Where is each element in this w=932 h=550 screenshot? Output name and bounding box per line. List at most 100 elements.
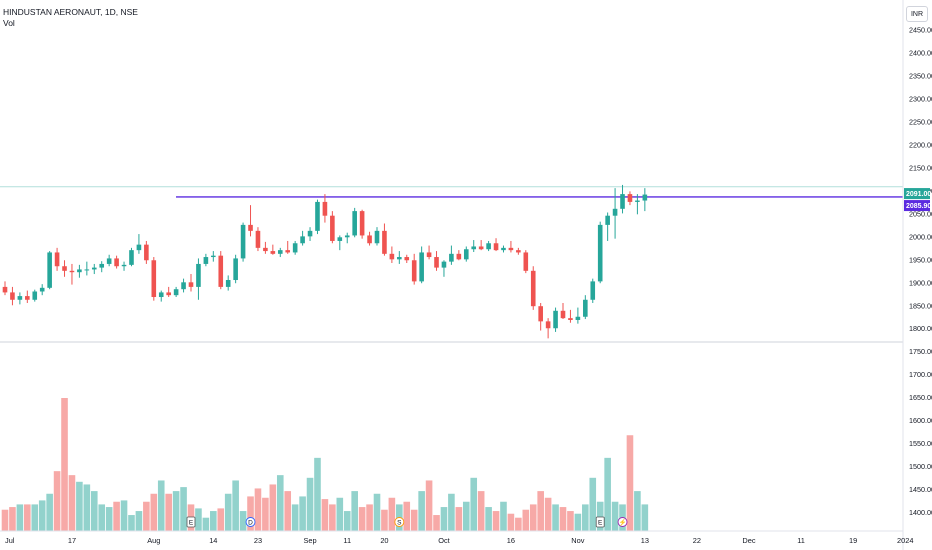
currency-button[interactable]: INR — [906, 6, 928, 22]
volume-bar — [157, 480, 165, 531]
candle-body — [575, 316, 581, 320]
split-marker[interactable]: S — [394, 517, 405, 527]
candle-body — [449, 253, 454, 262]
candle — [136, 234, 142, 254]
volume-bar — [462, 501, 470, 531]
candle — [590, 278, 596, 303]
volume-bar — [224, 493, 232, 531]
volume-bar — [247, 496, 254, 531]
candle-body — [359, 211, 365, 236]
candle — [292, 240, 298, 255]
dividend-marker[interactable]: D — [245, 517, 256, 527]
candle — [330, 211, 335, 244]
earnings-marker[interactable]: E — [186, 516, 196, 528]
earnings-marker[interactable]: E — [595, 516, 605, 528]
candle-body — [523, 252, 529, 271]
price-tick-label: 2300.00 — [909, 95, 932, 104]
candle — [99, 261, 105, 273]
price-tick-label: 1800.00 — [909, 324, 932, 333]
candle — [553, 307, 558, 332]
candle-body — [173, 289, 179, 296]
candle-body — [292, 243, 298, 253]
candle — [47, 251, 52, 290]
candle-body — [54, 252, 60, 267]
candle-body — [434, 257, 439, 268]
candle — [263, 241, 268, 254]
candle — [411, 253, 417, 285]
candle-body — [225, 280, 231, 287]
candle — [389, 246, 395, 264]
candle-body — [39, 287, 45, 292]
candle-body — [612, 208, 618, 216]
candle — [144, 240, 149, 264]
volume-bar — [232, 480, 239, 531]
candle — [10, 286, 15, 306]
candle-body — [501, 247, 506, 251]
candle — [642, 188, 648, 212]
candle — [39, 284, 45, 296]
volume-bar — [485, 507, 492, 531]
candle-body — [538, 306, 543, 322]
volume-bar — [492, 511, 500, 531]
candle — [248, 205, 253, 237]
candle-body — [25, 296, 30, 300]
candle — [255, 227, 261, 252]
price-tick-label: 1550.00 — [909, 439, 932, 448]
candle-body — [486, 243, 491, 250]
time-tick-label: Oct — [438, 536, 450, 545]
time-tick-label: 14 — [209, 536, 217, 545]
volume-bar — [403, 501, 411, 531]
line-price-label: 2085.90 — [904, 200, 931, 212]
volume-bar — [544, 497, 552, 531]
candle-body — [277, 250, 283, 254]
candle-body — [330, 215, 335, 241]
candle-body — [441, 261, 447, 268]
volume-bar — [306, 477, 314, 531]
candle-body — [397, 257, 402, 260]
candle — [545, 318, 551, 339]
price-tick-label: 2450.00 — [909, 26, 932, 35]
candle-body — [77, 269, 82, 273]
volume-bar — [135, 511, 143, 531]
candle-body — [62, 266, 67, 271]
volume-indicator-label[interactable]: Vol — [3, 18, 15, 28]
candle-body — [404, 257, 410, 261]
volume-bar — [500, 501, 507, 531]
candle-body — [382, 230, 387, 254]
candle-body — [129, 250, 134, 265]
volume-bar — [143, 501, 150, 531]
candle — [69, 263, 75, 285]
price-tick-label: 2250.00 — [909, 118, 932, 127]
candle — [456, 250, 462, 261]
candle-body — [181, 282, 186, 290]
volume-bar — [470, 477, 478, 531]
candle-body — [263, 247, 268, 252]
price-tick-label: 2200.00 — [909, 140, 932, 149]
volume-bar — [329, 504, 336, 531]
time-tick-label: 19 — [849, 536, 857, 545]
symbol-title[interactable]: HINDUSTAN AERONAUT, 1D, NSE — [3, 7, 138, 17]
price-tick-label: 1850.00 — [909, 301, 932, 310]
candle — [344, 232, 350, 244]
candle — [404, 254, 410, 264]
time-tick-label: 20 — [380, 536, 388, 545]
candle — [166, 286, 171, 298]
price-tick-label: 1750.00 — [909, 347, 932, 356]
volume-bar — [1, 509, 9, 531]
news-marker[interactable]: ⚡ — [617, 517, 628, 527]
volume-bar — [53, 471, 61, 531]
volume-bar — [90, 491, 98, 531]
candle-body — [196, 263, 201, 287]
candle — [106, 254, 112, 267]
candle — [538, 302, 543, 331]
candle — [322, 194, 328, 223]
candle — [597, 221, 603, 284]
candle — [627, 191, 633, 206]
volume-bar — [455, 507, 463, 531]
candle — [463, 246, 469, 262]
candle — [620, 184, 625, 214]
volume-bar — [351, 491, 358, 531]
candle-body — [620, 194, 625, 209]
candle — [575, 307, 581, 324]
